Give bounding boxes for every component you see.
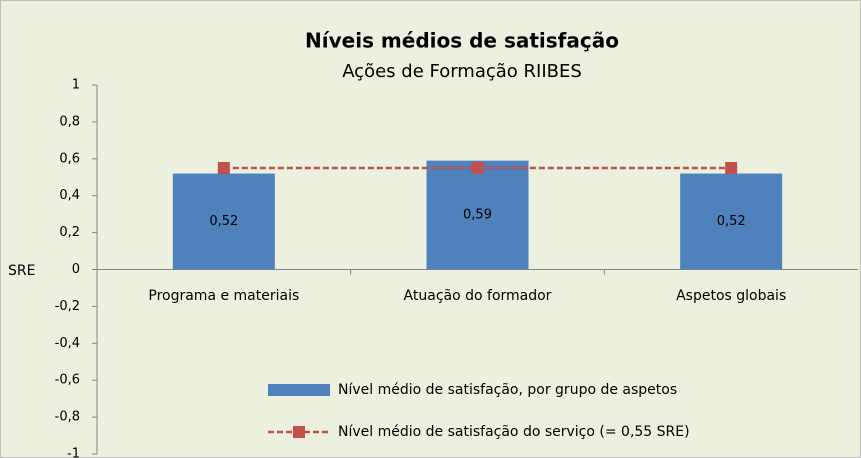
y-tick-label: 0,6: [59, 151, 80, 166]
chart-subtitle: Ações de Formação RIIBES: [342, 61, 582, 82]
x-tick-label: Programa e materiais: [148, 288, 299, 304]
legend-swatch: [268, 384, 330, 396]
legend-label: Nível médio de satisfação do serviço (= …: [338, 424, 690, 440]
legend-label: Nível médio de satisfação, por grupo de …: [338, 382, 677, 398]
bar: [680, 173, 783, 270]
bar: [172, 173, 275, 270]
y-tick-label: -0,4: [55, 336, 80, 351]
y-tick-label: -0,2: [55, 299, 80, 314]
y-tick-label: -0,8: [55, 410, 80, 425]
data-label: 0,52: [717, 214, 746, 229]
data-label: 0,59: [463, 208, 492, 223]
line-marker: [217, 162, 230, 175]
x-tick-label: Atuação do formador: [404, 288, 552, 304]
data-label: 0,52: [209, 214, 238, 229]
bar: [426, 160, 529, 270]
y-tick-label: 0,4: [59, 188, 80, 203]
legend-marker: [293, 426, 305, 438]
line-marker: [471, 162, 484, 175]
x-tick-label: Aspetos globais: [676, 288, 786, 304]
y-axis-label: SRE: [8, 263, 35, 279]
chart-title: Níveis médios de satisfação: [305, 29, 619, 53]
line-marker: [725, 162, 738, 175]
y-tick-label: -0,6: [55, 373, 80, 388]
y-tick-label: 0,2: [59, 225, 80, 240]
y-tick-label: 0: [72, 262, 80, 277]
y-tick-label: 0,8: [59, 114, 80, 129]
y-tick-label: -1: [67, 447, 80, 458]
y-tick-label: 1: [72, 78, 80, 93]
